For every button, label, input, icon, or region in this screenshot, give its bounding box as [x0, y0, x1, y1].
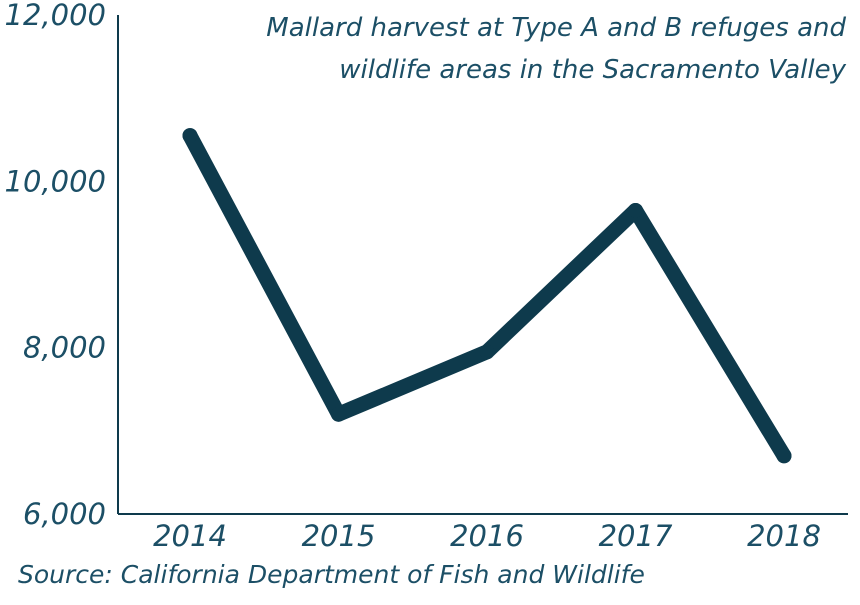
x-tick-label: 2017 — [599, 519, 673, 553]
x-tick-label: 2015 — [302, 519, 376, 553]
data-point — [331, 406, 346, 422]
chart-title-line-2: wildlife areas in the Sacramento Valley — [339, 55, 846, 85]
data-point — [479, 344, 495, 360]
y-tick-label: 6,000 — [23, 497, 106, 531]
x-tick-label: 2018 — [747, 519, 821, 553]
series-group — [182, 128, 792, 464]
source-note: Source: California Department of Fish an… — [18, 560, 645, 589]
data-point — [776, 448, 792, 464]
data-point — [182, 128, 198, 144]
series-line — [182, 128, 792, 464]
axes — [117, 15, 848, 515]
y-tick-label: 12,000 — [5, 0, 106, 32]
x-ticks: 2014 2015 2016 2017 2018 — [153, 519, 821, 553]
chart-title-line-1: Mallard harvest at Type A and B refuges … — [266, 13, 846, 43]
data-point — [628, 202, 643, 218]
y-tick-label: 8,000 — [23, 331, 106, 365]
x-tick-label: 2016 — [450, 519, 524, 553]
y-tick-label: 10,000 — [5, 164, 106, 198]
y-ticks: 6,000 8,000 10,000 12,000 — [5, 0, 106, 531]
x-tick-label: 2014 — [153, 519, 227, 553]
